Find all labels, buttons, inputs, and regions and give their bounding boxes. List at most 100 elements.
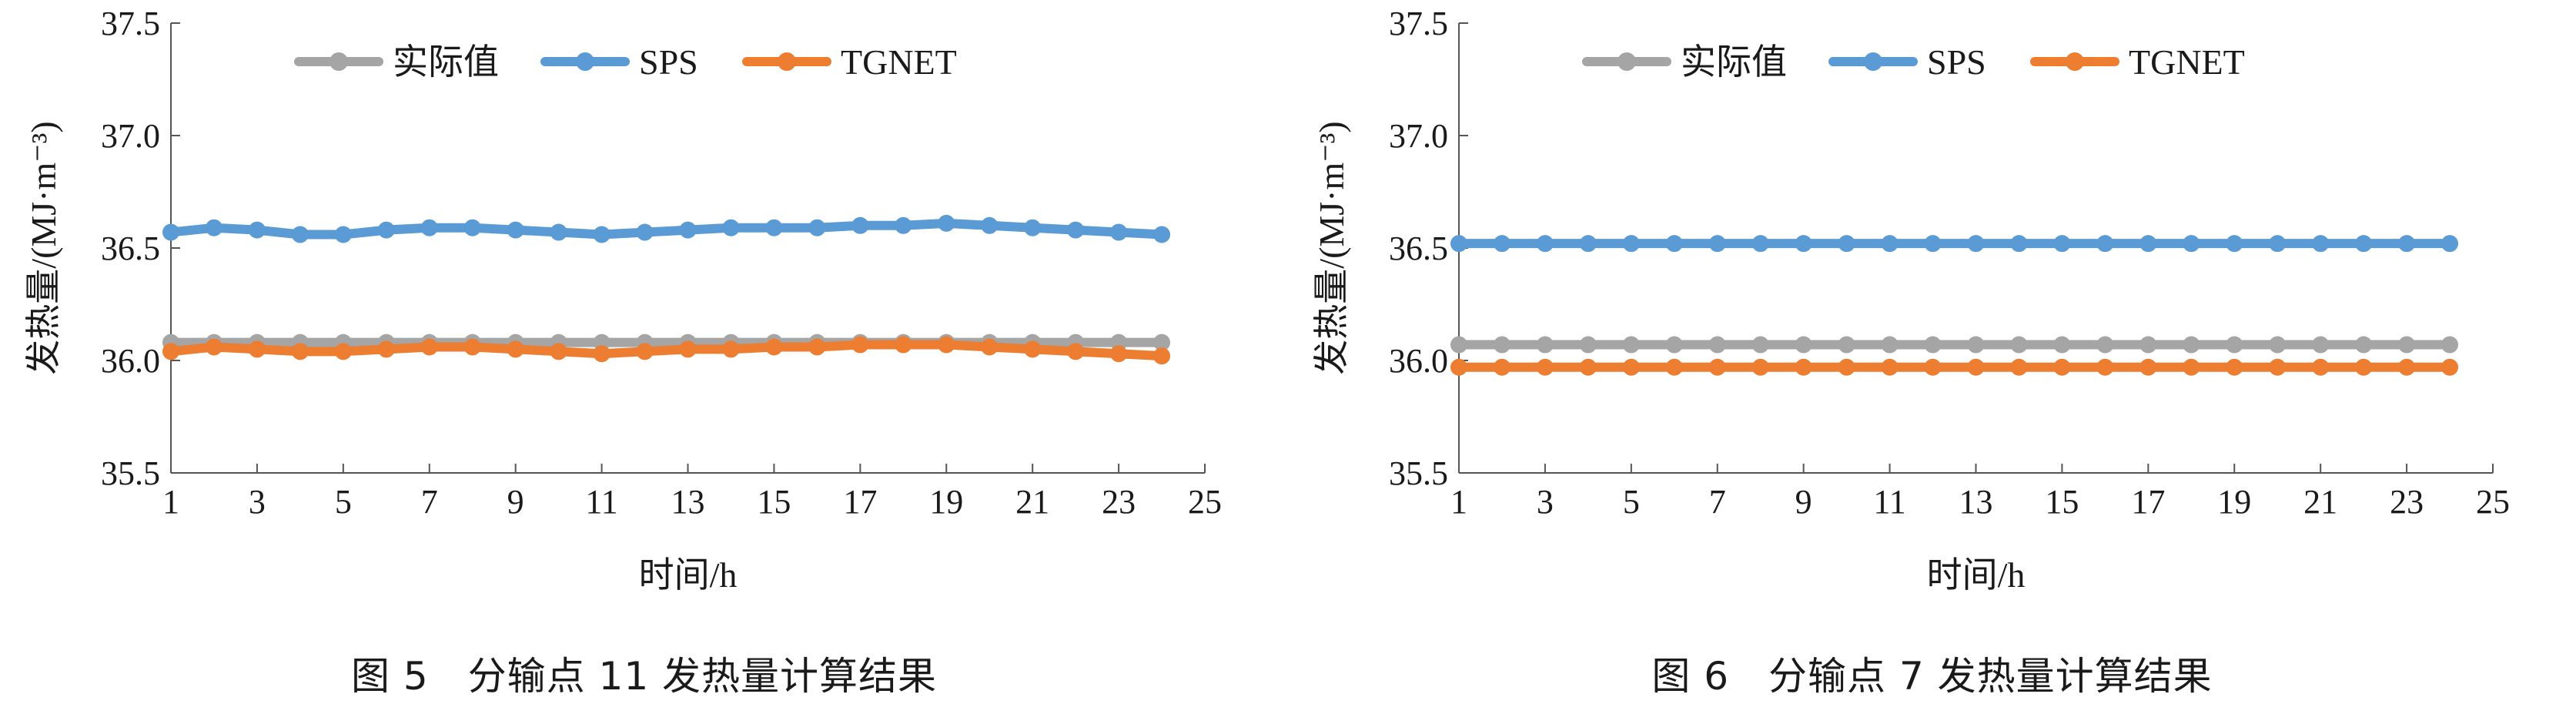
data-point-0 — [1967, 336, 1985, 354]
y-axis-title: 发热量/(MJ·m⁻³) — [24, 121, 63, 374]
data-point-2 — [851, 336, 869, 354]
data-point-2 — [1708, 358, 1726, 376]
x-tick-label: 1 — [162, 483, 179, 521]
data-point-1 — [1708, 235, 1726, 253]
data-point-1 — [205, 219, 222, 236]
data-point-0 — [2226, 336, 2243, 354]
data-point-1 — [1751, 235, 1769, 253]
data-point-1 — [1665, 235, 1683, 253]
data-point-1 — [1493, 235, 1510, 253]
legend-swatch-marker — [1618, 52, 1636, 71]
data-point-1 — [938, 214, 955, 232]
data-point-2 — [981, 338, 999, 356]
data-point-2 — [636, 343, 654, 360]
data-point-0 — [1579, 336, 1597, 354]
data-point-2 — [1795, 358, 1812, 376]
data-point-0 — [1708, 336, 1726, 354]
data-point-0 — [2053, 336, 2071, 354]
data-point-0 — [1450, 336, 1467, 354]
legend-label: TGNET — [2129, 42, 2245, 82]
data-point-2 — [1536, 358, 1554, 376]
data-point-2 — [1153, 347, 1171, 365]
data-point-2 — [679, 340, 697, 358]
data-point-0 — [2010, 336, 2028, 354]
x-tick-label: 19 — [929, 483, 963, 521]
data-point-0 — [2096, 336, 2114, 354]
data-point-2 — [1067, 343, 1085, 360]
data-point-2 — [377, 340, 395, 358]
data-point-2 — [1881, 358, 1899, 376]
x-tick-label: 5 — [1623, 483, 1640, 521]
data-point-2 — [895, 336, 912, 354]
data-point-2 — [1024, 340, 1042, 358]
data-point-0 — [1795, 336, 1812, 354]
data-point-0 — [1881, 336, 1899, 354]
data-point-1 — [550, 223, 567, 241]
data-point-1 — [1795, 235, 1812, 253]
data-point-1 — [2441, 235, 2459, 253]
x-tick-label: 15 — [757, 483, 791, 521]
x-tick-label: 17 — [2131, 483, 2165, 521]
x-tick-label: 11 — [585, 483, 617, 521]
data-point-2 — [2183, 358, 2200, 376]
data-point-2 — [1493, 358, 1510, 376]
x-tick-label: 21 — [2303, 483, 2337, 521]
y-tick-label: 36.5 — [101, 230, 160, 267]
data-point-2 — [550, 343, 567, 360]
data-point-2 — [1110, 345, 1128, 363]
y-tick-label: 35.5 — [1389, 454, 1448, 492]
data-point-2 — [334, 343, 352, 360]
data-point-0 — [2398, 336, 2416, 354]
x-tick-label: 21 — [1015, 483, 1049, 521]
chart-panel-right: 35.5 36.0 36.5 37.0 37.5 1 3 5 7 9 11 13 15 17 19 21 23 2… — [1288, 0, 2576, 714]
chart-right: 35.536.036.537.037.51 3 5 7 9 11 13 15 17 19 21 23 2… — [1312, 5, 2510, 595]
data-point-1 — [1622, 235, 1640, 253]
data-point-1 — [1967, 235, 1985, 253]
data-point-1 — [2398, 235, 2416, 253]
x-tick-label: 3 — [249, 483, 266, 521]
data-point-2 — [291, 343, 309, 360]
x-tick-label: 25 — [2476, 483, 2510, 521]
chart-panel-left: 35.5 36.0 36.5 37.0 37.5 1 3 5 7 9 11 13 15 17 19 21 23 2… — [24, 5, 1222, 699]
legend-swatch-marker — [576, 52, 594, 71]
data-point-2 — [2355, 358, 2373, 376]
data-point-0 — [2139, 336, 2157, 354]
data-point-1 — [2053, 235, 2071, 253]
data-point-2 — [2398, 358, 2416, 376]
data-point-1 — [334, 226, 352, 243]
y-tick-label: 36.5 — [1389, 230, 1448, 267]
data-point-0 — [1665, 336, 1683, 354]
legend-label: SPS — [639, 42, 698, 82]
x-tick-label: 7 — [1709, 483, 1726, 521]
x-tick-label: 13 — [1959, 483, 1993, 521]
x-tick-label: 9 — [507, 483, 524, 521]
figure-caption-right: 图 6 分输点 7 发热量计算结果 — [1651, 654, 2213, 699]
legend-swatch-marker — [2066, 52, 2084, 71]
data-point-1 — [765, 219, 783, 236]
data-point-2 — [162, 343, 179, 360]
data-point-1 — [808, 219, 826, 236]
data-point-1 — [1536, 235, 1554, 253]
data-point-1 — [2226, 235, 2243, 253]
data-point-1 — [1924, 235, 1942, 253]
data-point-1 — [1881, 235, 1899, 253]
x-axis-title: 时间/h — [1927, 555, 2026, 595]
x-tick-label: 5 — [335, 483, 352, 521]
y-tick-label: 37.0 — [1389, 117, 1448, 155]
data-point-1 — [1067, 221, 1085, 239]
legend-label: 实际值 — [1681, 42, 1787, 82]
data-point-0 — [2441, 336, 2459, 354]
data-point-2 — [1622, 358, 1640, 376]
data-point-2 — [1838, 358, 1855, 376]
chart-left: 35.536.036.537.037.51 3 5 7 9 11 13 15 17 19 21 23 2… — [24, 5, 1222, 595]
data-point-1 — [2355, 235, 2373, 253]
data-point-2 — [463, 338, 481, 356]
data-point-1 — [2010, 235, 2028, 253]
data-point-1 — [2183, 235, 2200, 253]
data-point-0 — [1751, 336, 1769, 354]
data-point-2 — [1967, 358, 1985, 376]
data-point-0 — [1153, 334, 1171, 351]
data-point-2 — [722, 340, 740, 358]
data-point-2 — [205, 338, 222, 356]
data-point-2 — [2010, 358, 2028, 376]
